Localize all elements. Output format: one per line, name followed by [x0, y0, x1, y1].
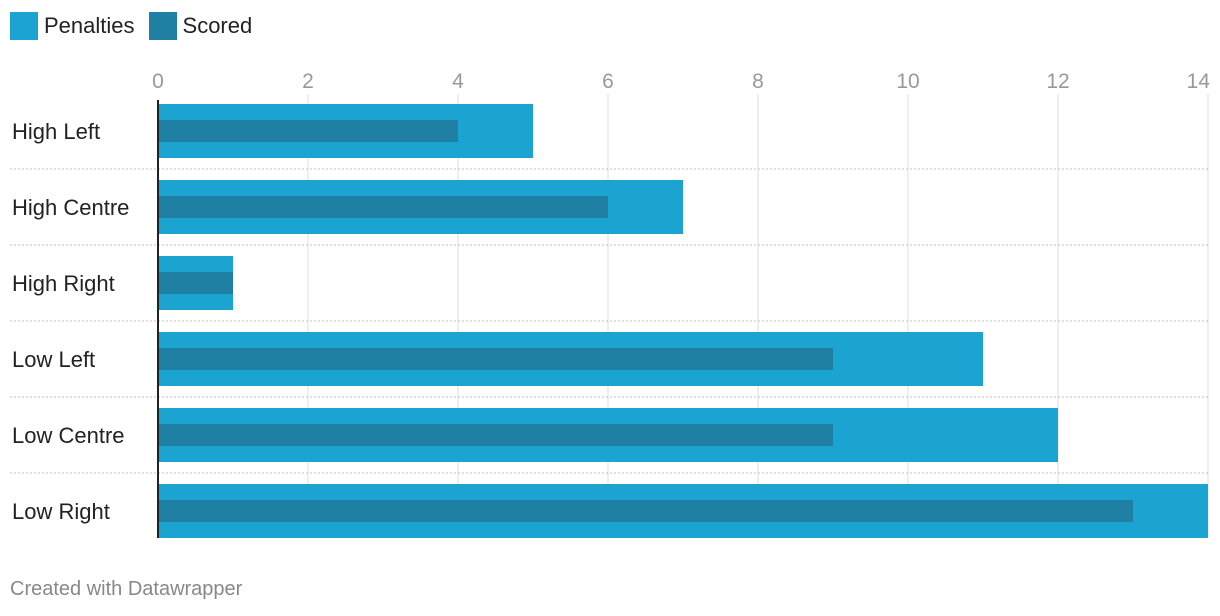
x-tick-label: 4: [452, 70, 464, 93]
legend-swatch-scored: [148, 12, 177, 40]
legend-label-penalties: Penalties: [44, 13, 135, 38]
category-label: High Right: [12, 271, 115, 296]
x-tick-label: 10: [896, 70, 919, 93]
x-tick-label: 14: [1187, 70, 1211, 93]
legend: Penalties Scored: [10, 12, 266, 40]
bar-scored: [158, 500, 1133, 522]
bar-scored: [158, 348, 833, 370]
category-label: Low Centre: [12, 423, 125, 448]
x-tick-label: 12: [1046, 70, 1069, 93]
footer-credit: Created with Datawrapper: [10, 578, 243, 600]
category-label: High Left: [12, 119, 100, 144]
legend-item-scored: Scored: [148, 12, 253, 40]
bar-chart: 0 2 4 6 8 10 12 14 High Left High Centre High Righ…: [10, 70, 1211, 538]
legend-swatch-penalties: [10, 12, 38, 40]
category-label: High Centre: [12, 195, 129, 220]
category-label: Low Right: [12, 499, 110, 524]
category-label: Low Left: [12, 347, 95, 372]
bar-scored: [158, 120, 458, 142]
legend-label-scored: Scored: [182, 13, 253, 38]
legend-item-penalties: Penalties: [10, 12, 135, 40]
bar-scored: [158, 272, 233, 294]
x-tick-label: 8: [752, 70, 764, 93]
bar-scored: [158, 196, 608, 218]
x-tick-label: 0: [152, 70, 164, 93]
x-tick-label: 2: [302, 70, 314, 93]
x-tick-label: 6: [602, 70, 614, 93]
bar-scored: [158, 424, 833, 446]
